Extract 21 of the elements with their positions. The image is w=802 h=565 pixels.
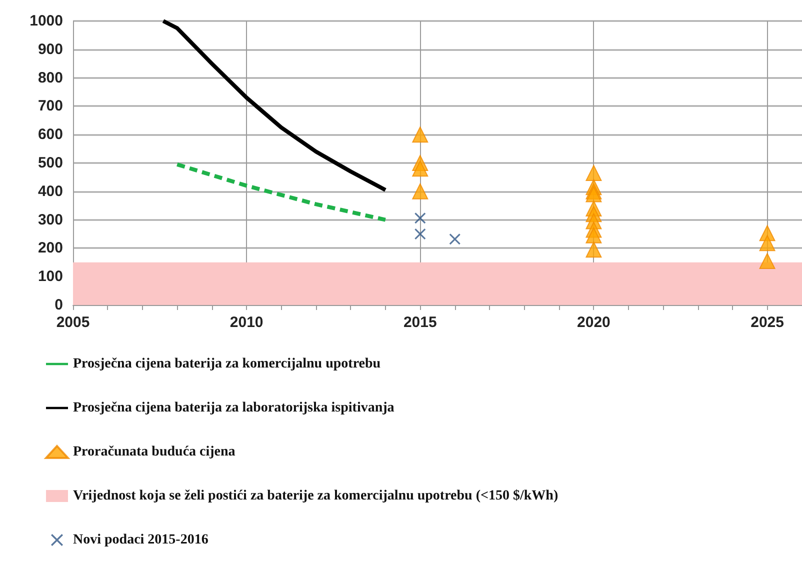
x-tick-label: 2020 [577,314,610,331]
x-tick-label: 2025 [750,314,784,331]
x-tick-label: 2015 [403,314,437,331]
y-tick-label: 0 [54,296,63,314]
y-tick-label: 900 [38,40,63,58]
y-tick-label: 300 [38,211,63,228]
y-tick-label: 800 [38,69,63,86]
y-tick-label: 600 [38,126,63,144]
legend-label: Proračunata buduća cijena [73,444,236,460]
legend-label: Novi podaci 2015-2016 [73,532,208,548]
x-tick-label: 2005 [56,314,90,331]
y-tick-label: 100 [38,268,63,286]
y-tick-label: 1000 [30,12,63,30]
x-tick-label: 2010 [230,314,264,331]
y-tick-label: 400 [38,182,63,200]
y-tick-label: 200 [38,240,63,257]
legend-label: Prosječna cijena baterija za komercijalnu upotrebu [73,356,381,372]
legend-label: Vrijednost koja se želi postići za baterije za komercijalnu upotrebu (<150 $/kWh) [73,488,558,504]
legend-label: Prosječna cijena baterija za laboratorijska ispitivanja [73,400,394,416]
y-tick-label: 700 [38,98,63,115]
y-tick-label: 500 [38,154,63,172]
